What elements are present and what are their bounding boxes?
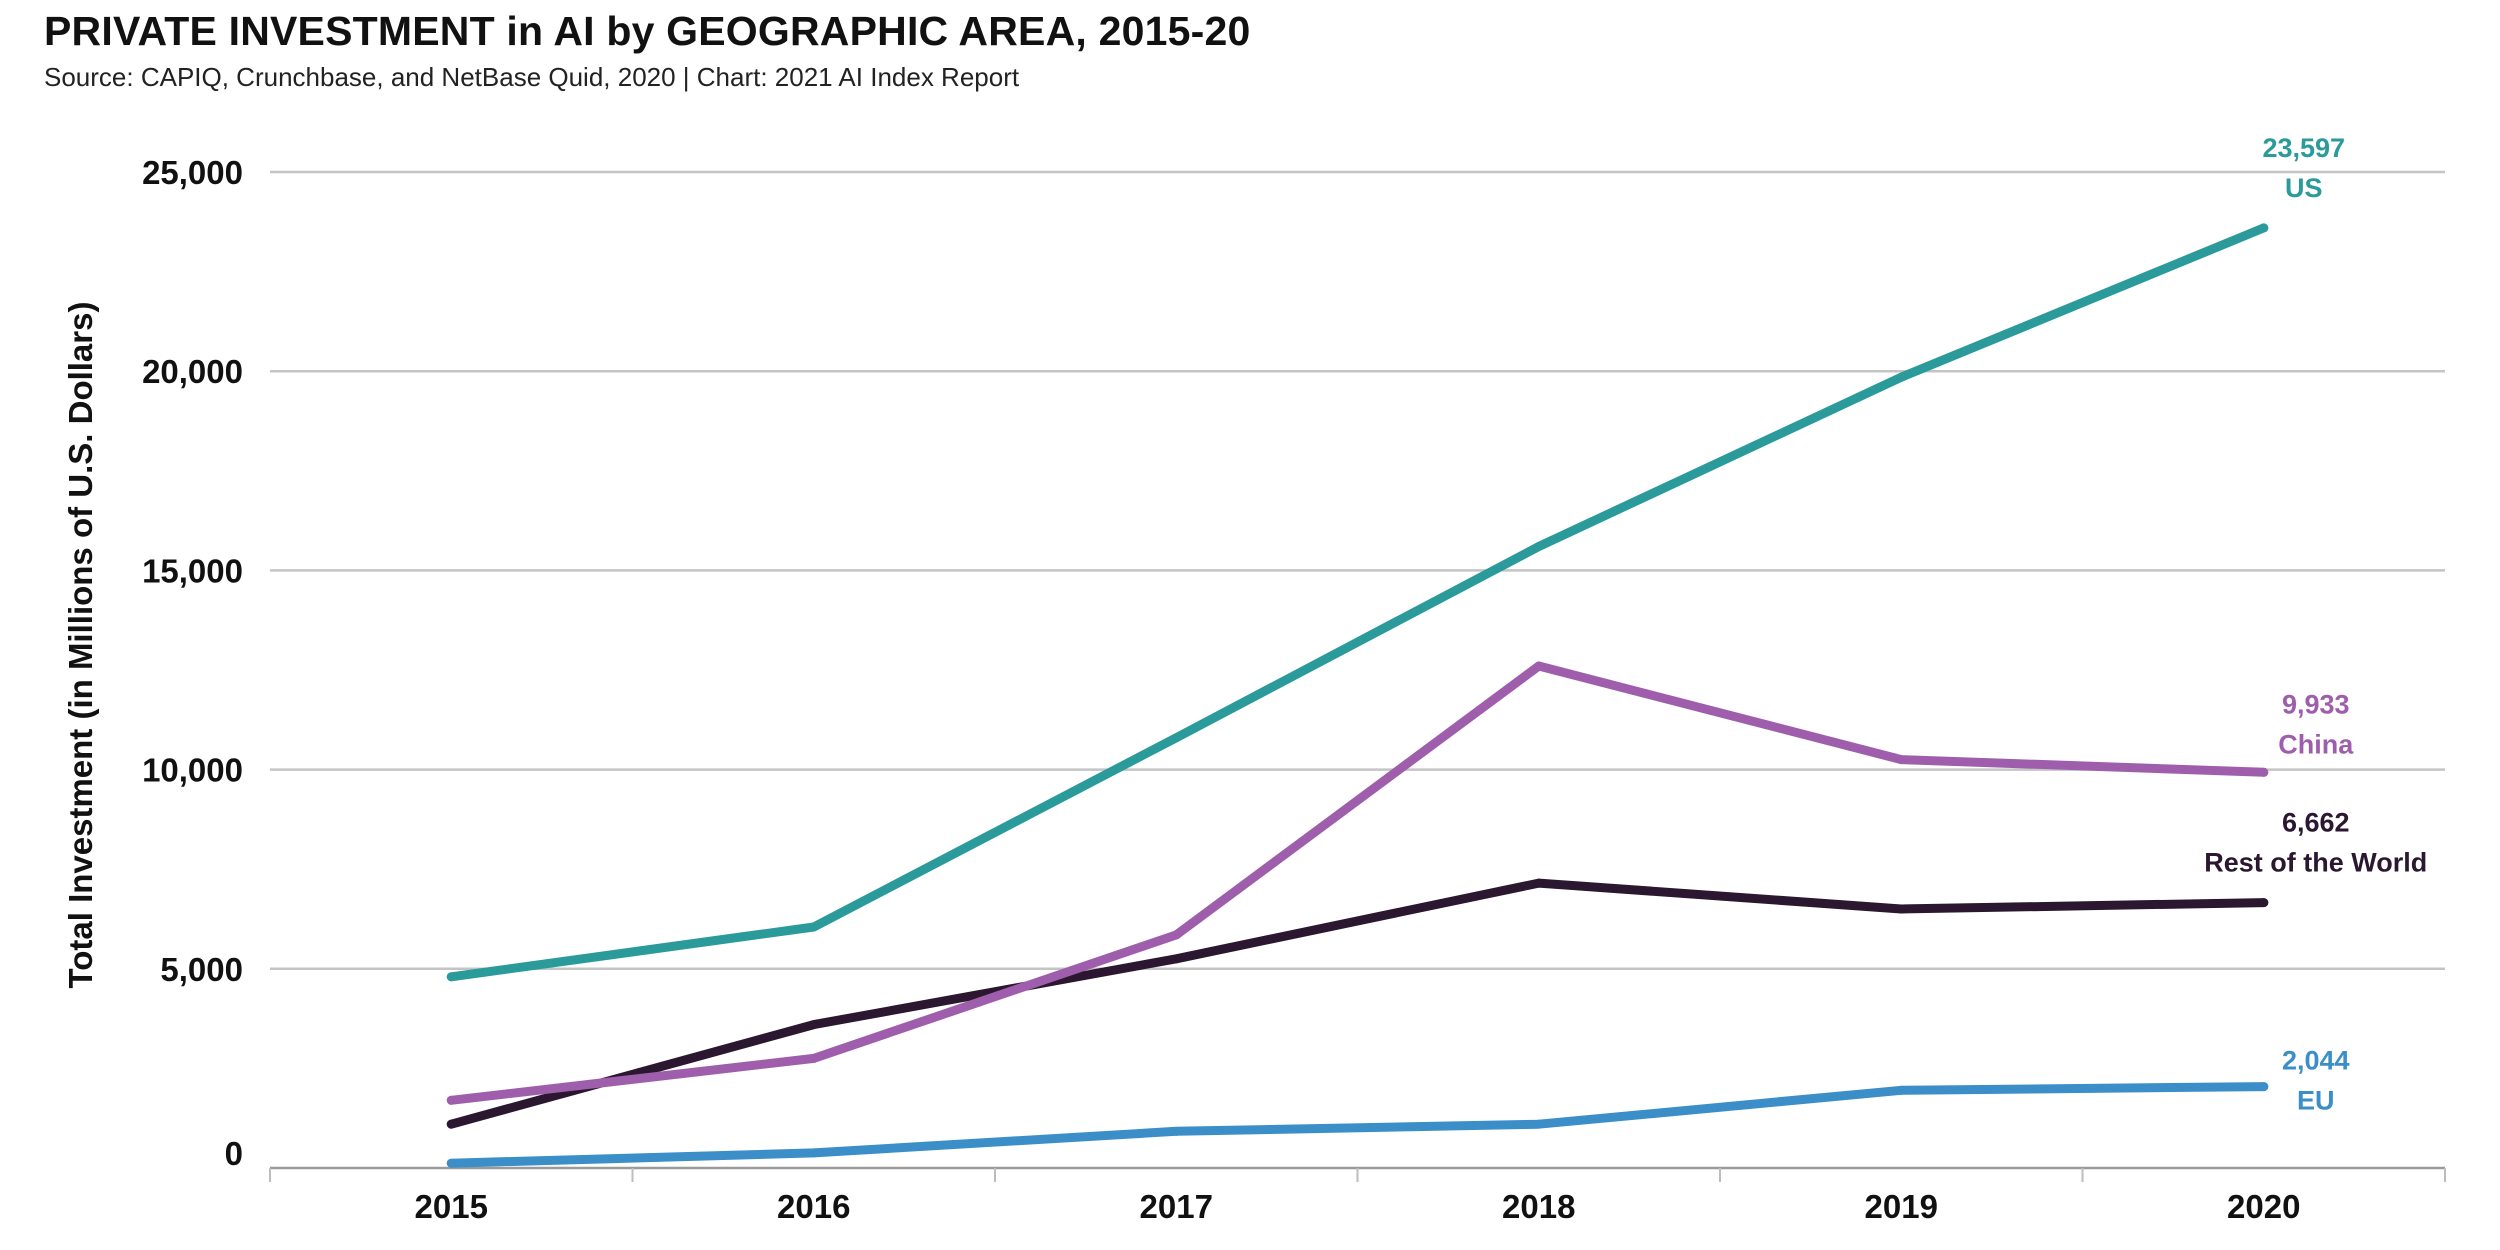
series-end-labels: 2,044 EU 6,662 Rest of the World 9,933 China 2…	[2204, 133, 2427, 1116]
series-lines	[446, 223, 2269, 1168]
y-tick-label: 20,000	[142, 353, 243, 390]
data-point-rest-of-the-world	[809, 1020, 819, 1030]
data-point-us	[2259, 223, 2269, 233]
series-name-label-eu: EU	[2297, 1086, 2335, 1116]
end-value-label-eu: 2,044	[2282, 1046, 2350, 1076]
data-point-rest-of-the-world	[2259, 898, 2269, 908]
data-point-china	[809, 1053, 819, 1063]
series-line-us	[446, 223, 2269, 982]
data-point-eu	[446, 1158, 456, 1168]
end-value-label-us: 23,597	[2262, 133, 2345, 163]
data-point-rest-of-the-world	[1896, 904, 1906, 914]
data-point-china	[1896, 755, 1906, 765]
y-tick-label: 0	[225, 1135, 243, 1172]
data-point-us	[809, 922, 819, 932]
end-value-label-china: 9,933	[2282, 689, 2350, 719]
y-tick-label: 10,000	[142, 752, 243, 789]
x-axis: 2015 2016 2017 2018 2019 2020	[269, 1166, 2446, 1225]
y-axis-label: Total Investment (in Millions of U.S. Do…	[62, 302, 99, 989]
data-point-us	[1534, 541, 1544, 551]
series-line-eu	[446, 1082, 2269, 1168]
x-tick-label: 2015	[415, 1188, 488, 1225]
series-name-label-us: US	[2285, 173, 2323, 203]
data-point-eu	[1171, 1126, 1181, 1136]
series-line-china	[446, 661, 2269, 1105]
y-tick-label: 15,000	[142, 552, 243, 589]
data-point-us	[1171, 733, 1181, 743]
data-point-china	[1171, 930, 1181, 940]
y-tick-label: 5,000	[160, 951, 243, 988]
data-point-rest-of-the-world	[446, 1119, 456, 1129]
end-value-label-rest-of-the-world: 6,662	[2282, 808, 2350, 838]
data-point-rest-of-the-world	[1534, 878, 1544, 888]
x-tick-label: 2020	[2227, 1188, 2300, 1225]
series-name-label-rest-of-the-world: Rest of the World	[2204, 848, 2427, 878]
x-tick-label: 2016	[777, 1188, 850, 1225]
x-tick-label: 2018	[1502, 1188, 1575, 1225]
data-point-eu	[2259, 1082, 2269, 1092]
data-point-rest-of-the-world	[1171, 954, 1181, 964]
data-point-eu	[1896, 1085, 1906, 1095]
series-line-rest-of-the-world	[446, 878, 2269, 1129]
data-point-eu	[1534, 1119, 1544, 1129]
data-point-us	[1896, 372, 1906, 382]
chart-subtitle: Source: CAPIQ, Crunchbase, and NetBase Q…	[44, 62, 1020, 92]
x-tick-label: 2019	[1865, 1188, 1938, 1225]
chart-title: PRIVATE INVESTMENT in AI by GEOGRAPHIC A…	[44, 8, 1251, 54]
data-point-china	[1534, 661, 1544, 671]
data-point-china	[446, 1095, 456, 1105]
data-point-us	[446, 972, 456, 982]
data-point-eu	[809, 1148, 819, 1158]
series-name-label-china: China	[2278, 729, 2354, 759]
x-tick-label: 2017	[1140, 1188, 1213, 1225]
y-tick-label: 25,000	[142, 154, 243, 191]
y-axis: 0 5,000 10,000 15,000 20,000 25,000	[142, 154, 243, 1172]
data-point-china	[2259, 767, 2269, 777]
